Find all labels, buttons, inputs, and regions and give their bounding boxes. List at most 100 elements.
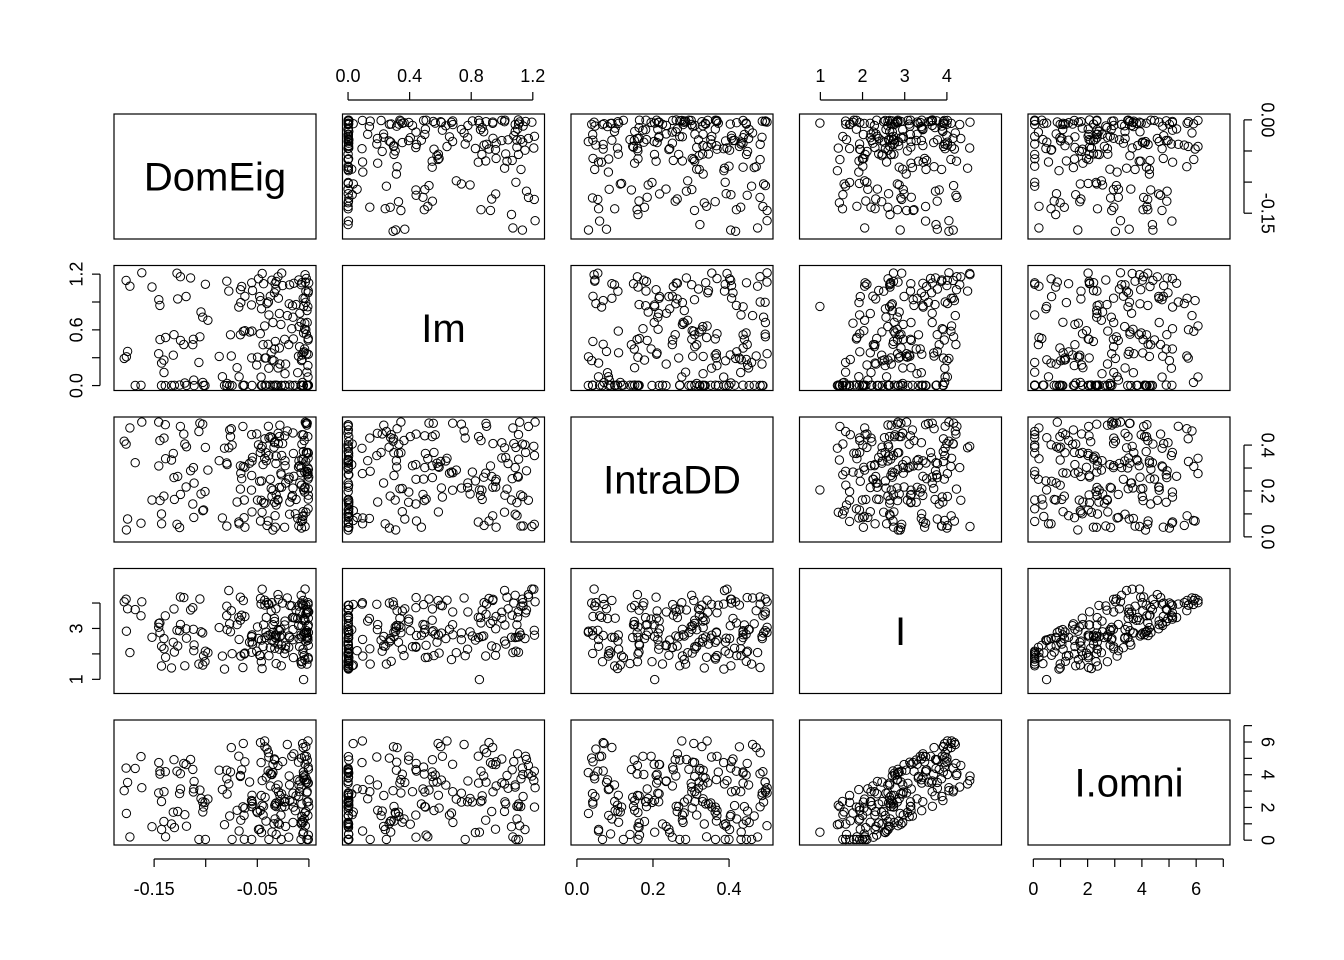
- data-point: [446, 654, 457, 665]
- data-point: [1101, 521, 1111, 531]
- data-point: [1084, 278, 1095, 288]
- data-point: [173, 641, 183, 651]
- data-point: [874, 285, 884, 296]
- data-point: [932, 783, 943, 793]
- data-point: [604, 646, 614, 656]
- data-point: [491, 781, 501, 791]
- data-point: [940, 450, 950, 461]
- data-point: [1121, 443, 1132, 453]
- data-point: [343, 189, 353, 199]
- data-point: [474, 827, 485, 837]
- data-point: [260, 600, 270, 610]
- data-point: [675, 380, 685, 390]
- data-point: [293, 613, 303, 624]
- data-point: [1055, 663, 1065, 673]
- data-point: [460, 651, 470, 661]
- data-point: [1109, 202, 1119, 212]
- data-point: [867, 437, 877, 447]
- data-point: [234, 519, 244, 529]
- data-point: [198, 506, 208, 516]
- data-point: [906, 363, 916, 373]
- data-point: [642, 335, 652, 346]
- data-point: [256, 790, 266, 801]
- data-point: [1159, 280, 1169, 291]
- data-point: [1144, 622, 1155, 633]
- data-point: [436, 741, 446, 752]
- data-point: [288, 635, 298, 645]
- data-point: [1134, 615, 1144, 625]
- data-point: [263, 297, 274, 307]
- data-point: [274, 308, 285, 319]
- data-point: [901, 169, 911, 179]
- data-point: [175, 784, 186, 794]
- data-point: [303, 431, 313, 442]
- tick-label: 6: [1257, 737, 1277, 747]
- data-point: [721, 821, 731, 831]
- data-point: [632, 380, 643, 391]
- data-point: [459, 739, 469, 750]
- data-point: [892, 349, 903, 359]
- data-point: [854, 297, 864, 308]
- data-point: [1146, 185, 1156, 195]
- data-point: [1094, 485, 1104, 495]
- data-point: [854, 784, 864, 795]
- data-point: [719, 820, 729, 830]
- data-point: [1158, 620, 1168, 631]
- data-point: [1149, 474, 1160, 484]
- data-point: [296, 598, 307, 608]
- data-point: [633, 632, 643, 642]
- data-point: [927, 801, 938, 811]
- data-point: [838, 810, 848, 820]
- data-point: [1037, 494, 1047, 504]
- data-point: [892, 324, 902, 334]
- data-point: [302, 317, 312, 328]
- data-point: [219, 664, 230, 674]
- data-point: [1134, 461, 1144, 471]
- data-point: [508, 832, 518, 842]
- data-point: [1083, 124, 1093, 134]
- data-point: [195, 418, 205, 428]
- data-point: [683, 315, 693, 325]
- data-point: [168, 448, 179, 459]
- data-point: [224, 286, 234, 296]
- data-point: [517, 594, 528, 604]
- data-point: [749, 162, 759, 173]
- data-point: [837, 204, 848, 214]
- data-point: [294, 275, 304, 285]
- data-point: [729, 643, 740, 653]
- data-point: [657, 819, 668, 829]
- data-point: [583, 225, 594, 235]
- data-point: [1127, 268, 1137, 279]
- data-point: [1075, 660, 1086, 670]
- data-point: [225, 330, 236, 340]
- data-point: [942, 280, 952, 291]
- data-point: [1102, 122, 1112, 133]
- data-point: [946, 326, 956, 336]
- data-point: [430, 118, 440, 128]
- data-point: [895, 808, 905, 819]
- data-point: [1052, 417, 1063, 427]
- data-point: [1046, 476, 1057, 486]
- data-point: [473, 632, 484, 643]
- data-point: [1148, 275, 1158, 286]
- data-point: [955, 782, 965, 792]
- data-point: [513, 834, 524, 845]
- data-point: [344, 800, 354, 811]
- data-point: [515, 417, 525, 427]
- data-point: [1030, 310, 1040, 320]
- data-point: [1105, 626, 1116, 636]
- data-point: [719, 599, 729, 609]
- data-point: [1090, 633, 1100, 643]
- data-point: [293, 775, 303, 785]
- data-point: [1092, 612, 1102, 623]
- data-point: [641, 630, 652, 640]
- data-point: [743, 363, 754, 373]
- tick-label: 6: [1191, 879, 1201, 899]
- data-point: [155, 495, 165, 506]
- data-point: [428, 418, 438, 428]
- data-point: [1030, 504, 1040, 514]
- data-point: [160, 454, 171, 464]
- data-point: [1183, 117, 1194, 127]
- data-point: [1055, 659, 1065, 669]
- data-point: [951, 190, 961, 201]
